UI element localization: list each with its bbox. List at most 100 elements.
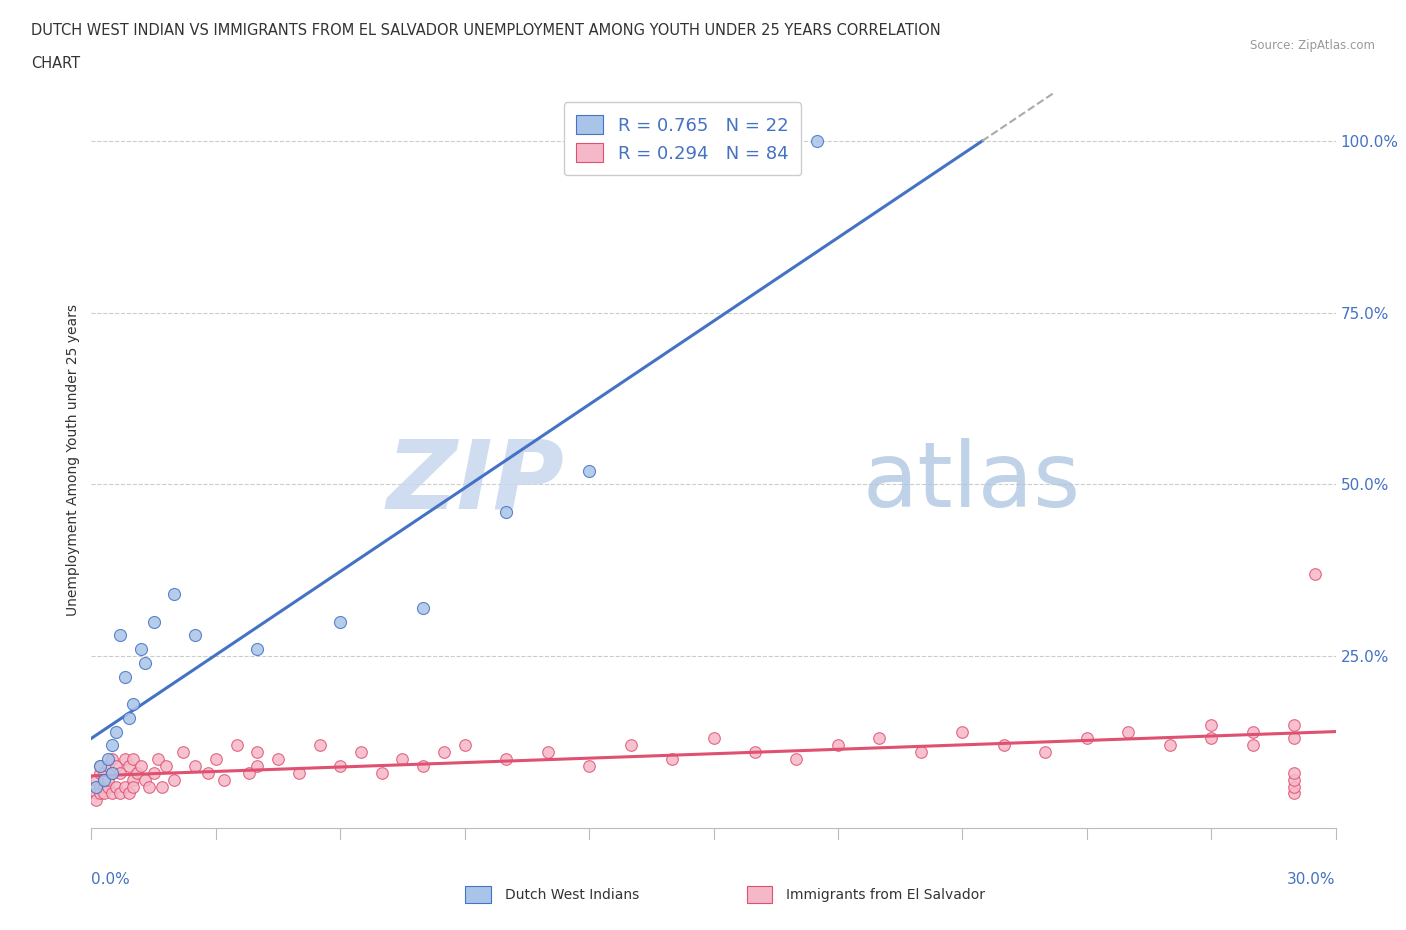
Point (1118, 724, 1140, 739)
Point (702, 731, 725, 746)
Point (101, 786, 124, 801)
Point (1035, 745, 1057, 760)
Point (246, 642, 269, 657)
Point (1241, 724, 1264, 739)
Point (89, 786, 111, 801)
Point (1282, 717, 1305, 732)
Point (1241, 737, 1264, 752)
Point (142, 765, 165, 780)
Point (105, 724, 128, 739)
Point (1282, 779, 1305, 794)
Point (93, 779, 115, 794)
Point (1282, 765, 1305, 780)
Point (125, 765, 148, 780)
Point (869, 731, 891, 746)
Point (114, 670, 136, 684)
Point (950, 724, 973, 739)
Point (212, 772, 235, 787)
Point (93, 772, 115, 787)
Point (121, 697, 145, 711)
Point (105, 759, 128, 774)
Point (121, 772, 145, 787)
Text: 0.0%: 0.0% (91, 871, 131, 887)
Point (246, 745, 269, 760)
Point (806, 134, 828, 149)
Point (412, 601, 434, 616)
Point (329, 615, 352, 630)
Point (101, 765, 124, 780)
Point (1076, 731, 1098, 746)
Point (495, 751, 517, 766)
Point (433, 745, 456, 760)
Point (619, 737, 641, 752)
Point (97, 751, 120, 766)
Point (110, 786, 132, 801)
Point (495, 504, 517, 519)
Point (391, 751, 413, 766)
Legend: R = 0.765   N = 22, R = 0.294   N = 84: R = 0.765 N = 22, R = 0.294 N = 84 (564, 102, 801, 175)
Point (118, 759, 141, 774)
Point (238, 765, 260, 780)
Point (84, 772, 107, 787)
Text: Source: ZipAtlas.com: Source: ZipAtlas.com (1250, 39, 1375, 52)
Text: Dutch West Indians: Dutch West Indians (505, 887, 638, 902)
Point (89, 779, 111, 794)
Point (163, 587, 186, 602)
Point (225, 737, 247, 752)
Point (163, 772, 186, 787)
Point (267, 751, 290, 766)
Point (93, 772, 115, 787)
Point (184, 759, 207, 774)
Point (172, 745, 194, 760)
Point (121, 779, 145, 794)
Text: DUTCH WEST INDIAN VS IMMIGRANTS FROM EL SALVADOR UNEMPLOYMENT AMONG YOUTH UNDER : DUTCH WEST INDIAN VS IMMIGRANTS FROM EL … (31, 23, 941, 38)
Text: ZIP: ZIP (387, 436, 564, 529)
Point (118, 711, 141, 725)
Point (1282, 772, 1305, 787)
Point (118, 786, 141, 801)
Point (184, 628, 207, 643)
Point (350, 745, 373, 760)
Point (371, 765, 394, 780)
Point (1201, 717, 1223, 732)
Point (1282, 731, 1305, 746)
Point (101, 737, 124, 752)
Point (146, 751, 169, 766)
Point (205, 751, 228, 766)
Point (97, 779, 120, 794)
Point (578, 463, 600, 478)
Point (197, 765, 219, 780)
FancyBboxPatch shape (465, 886, 491, 903)
Point (105, 779, 128, 794)
Point (785, 751, 807, 766)
Point (93, 765, 115, 780)
Point (129, 759, 152, 774)
Point (84, 779, 107, 794)
Point (536, 745, 558, 760)
Point (89, 759, 111, 774)
Point (155, 759, 177, 774)
Point (101, 751, 124, 766)
Point (578, 759, 600, 774)
Y-axis label: Unemployment Among Youth under 25 years: Unemployment Among Youth under 25 years (66, 304, 80, 617)
Point (453, 737, 475, 752)
Point (412, 759, 434, 774)
Text: Immigrants from El Salvador: Immigrants from El Salvador (786, 887, 986, 902)
Point (993, 737, 1015, 752)
Point (744, 745, 766, 760)
Point (142, 615, 165, 630)
Point (246, 759, 269, 774)
Point (308, 737, 330, 752)
Text: CHART: CHART (31, 56, 80, 71)
Point (1201, 731, 1223, 746)
Point (150, 779, 173, 794)
Point (827, 737, 849, 752)
Text: atlas: atlas (863, 438, 1081, 526)
Point (329, 759, 352, 774)
Point (910, 745, 932, 760)
Point (89, 765, 111, 780)
Point (97, 772, 120, 787)
Point (287, 765, 309, 780)
Point (138, 779, 160, 794)
Point (661, 751, 683, 766)
